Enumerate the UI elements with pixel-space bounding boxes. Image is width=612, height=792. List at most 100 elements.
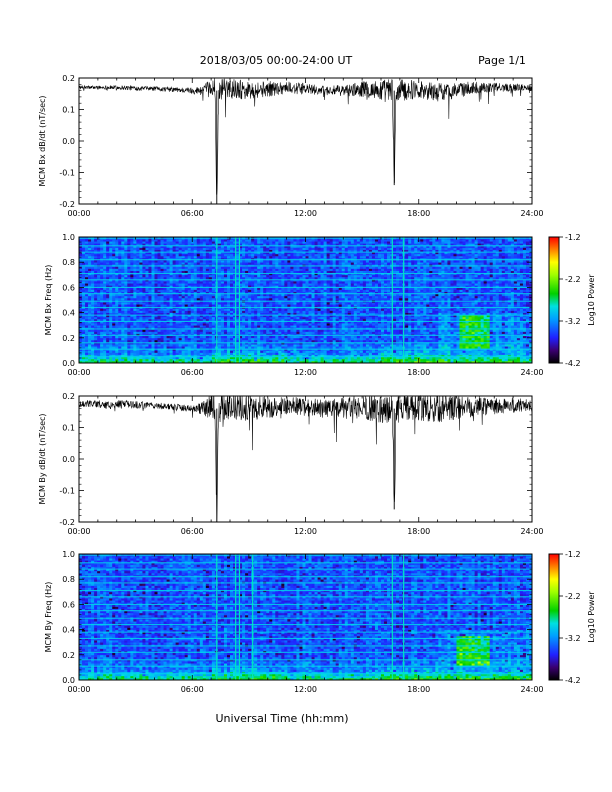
heat-cell bbox=[103, 262, 107, 265]
heat-cell bbox=[160, 268, 164, 271]
heat-cell bbox=[127, 260, 131, 263]
heat-cell bbox=[79, 350, 83, 353]
heat-cell bbox=[230, 350, 234, 353]
heat-cell bbox=[299, 270, 303, 274]
heat-cell bbox=[181, 352, 186, 355]
heat-cell bbox=[226, 350, 231, 353]
heat-cell bbox=[175, 260, 180, 263]
heat-cell bbox=[151, 247, 155, 250]
heat-cell bbox=[199, 325, 204, 328]
heat-cell bbox=[284, 241, 288, 244]
heat-cell bbox=[305, 344, 309, 347]
heat-cell bbox=[281, 255, 285, 259]
heat-cell bbox=[199, 260, 204, 263]
heat-cell bbox=[118, 337, 122, 341]
heat-cell bbox=[230, 337, 234, 341]
heat-cell bbox=[148, 255, 152, 259]
heat-cell bbox=[145, 354, 149, 358]
heat-cell bbox=[130, 287, 134, 290]
heat-cell bbox=[145, 249, 149, 253]
heat-cell bbox=[211, 268, 216, 271]
heat-cell bbox=[148, 276, 152, 280]
heat-cell bbox=[157, 245, 161, 248]
heat-cell bbox=[208, 253, 213, 257]
heat-cell bbox=[181, 268, 186, 271]
heat-cell bbox=[97, 335, 101, 339]
heat-cell bbox=[88, 318, 92, 322]
heat-cell bbox=[154, 270, 158, 274]
heat-cell bbox=[290, 253, 294, 257]
heat-cell bbox=[217, 350, 222, 353]
heat-cell bbox=[172, 249, 176, 253]
heat-cell bbox=[115, 323, 119, 326]
heat-cell bbox=[91, 268, 95, 271]
heat-cell bbox=[308, 329, 312, 332]
heat-cell bbox=[130, 253, 134, 257]
heat-cell bbox=[208, 268, 213, 271]
heat-cell bbox=[178, 308, 183, 311]
heat-cell bbox=[184, 274, 189, 278]
heat-cell bbox=[278, 352, 282, 355]
heat-cell bbox=[139, 321, 143, 324]
heat-cell bbox=[320, 304, 324, 307]
heat-cell bbox=[130, 339, 134, 343]
heat-cell bbox=[248, 346, 252, 349]
heat-cell bbox=[79, 266, 83, 269]
heat-cell bbox=[278, 344, 282, 347]
heat-cell bbox=[94, 276, 98, 280]
heat-cell bbox=[106, 331, 110, 334]
heat-cell bbox=[97, 249, 101, 253]
heat-cell bbox=[269, 350, 273, 353]
heat-cell bbox=[100, 251, 104, 255]
heat-cell bbox=[178, 239, 183, 242]
heat-cell bbox=[154, 283, 158, 286]
heat-cell bbox=[79, 360, 83, 364]
heat-cell bbox=[106, 260, 110, 263]
heat-cell bbox=[211, 325, 216, 328]
heat-cell bbox=[142, 287, 146, 290]
heat-cell bbox=[266, 331, 270, 334]
heat-cell bbox=[196, 239, 201, 242]
heat-cell bbox=[154, 293, 158, 297]
heat-cell bbox=[275, 337, 279, 341]
heat-cell bbox=[251, 241, 255, 244]
heat-cell bbox=[187, 274, 192, 278]
heat-cell bbox=[230, 255, 234, 259]
heat-cell bbox=[287, 335, 291, 339]
heat-cell bbox=[323, 310, 327, 313]
heat-cell bbox=[88, 358, 92, 362]
heat-cell bbox=[245, 316, 249, 320]
heat-cell bbox=[260, 352, 264, 355]
heat-cell bbox=[272, 297, 276, 301]
heat-cell bbox=[79, 289, 83, 292]
heat-cell bbox=[157, 325, 161, 328]
heat-cell bbox=[88, 360, 92, 364]
heat-cell bbox=[169, 339, 173, 343]
heat-cell bbox=[151, 308, 155, 311]
heat-cell bbox=[88, 302, 92, 305]
heat-cell bbox=[202, 329, 207, 332]
heat-cell bbox=[202, 281, 207, 284]
heat-cell bbox=[251, 302, 255, 305]
heat-cell bbox=[133, 266, 137, 269]
heat-cell bbox=[82, 325, 86, 328]
heat-cell bbox=[187, 337, 192, 341]
heat-cell bbox=[151, 270, 155, 274]
heat-cell bbox=[245, 266, 249, 269]
heat-cell bbox=[109, 276, 113, 280]
heat-cell bbox=[166, 243, 170, 246]
heat-cell bbox=[196, 337, 201, 341]
heat-cell bbox=[287, 289, 291, 292]
heat-cell bbox=[127, 274, 131, 278]
heat-cell bbox=[266, 266, 270, 269]
heat-cell bbox=[187, 287, 192, 290]
heat-cell bbox=[169, 352, 173, 355]
heat-cell bbox=[133, 321, 137, 324]
heat-cell bbox=[205, 270, 210, 274]
heat-cell bbox=[82, 245, 86, 248]
heat-cell bbox=[154, 260, 158, 263]
heat-cell bbox=[118, 331, 122, 334]
heat-cell bbox=[130, 316, 134, 320]
heat-cell bbox=[193, 239, 198, 242]
heat-cell bbox=[281, 335, 285, 339]
